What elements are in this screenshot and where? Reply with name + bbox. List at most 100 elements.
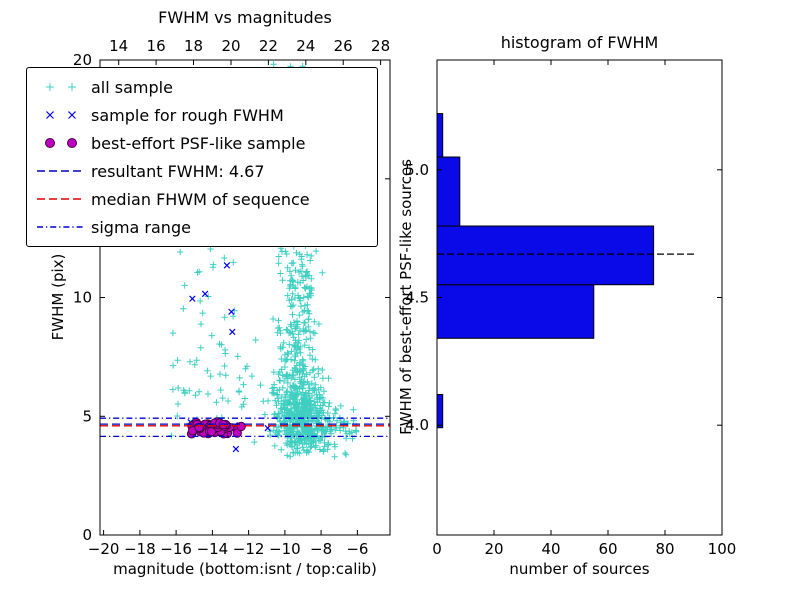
scatter-point-plus bbox=[320, 447, 327, 454]
scatter-point-plus bbox=[303, 283, 311, 290]
scatter-point-plus bbox=[293, 415, 301, 423]
scatter-point-plus bbox=[222, 372, 229, 379]
scatter-point-plus bbox=[307, 438, 314, 445]
scatter-point-plus bbox=[174, 357, 181, 364]
left-x-tick-label: −6 bbox=[346, 540, 368, 558]
scatter-point-plus bbox=[169, 386, 177, 393]
legend-marker-rough-fwhm bbox=[35, 105, 91, 125]
scatter-point-plus bbox=[315, 426, 323, 433]
scatter-point-plus bbox=[292, 384, 299, 391]
scatter-point-plus bbox=[180, 305, 187, 312]
scatter-point-x bbox=[228, 308, 235, 316]
right-chart-title: histogram of FWHM bbox=[500, 33, 659, 52]
scatter-point-plus bbox=[291, 385, 298, 392]
scatter-point-plus bbox=[288, 276, 296, 284]
scatter-point-plus bbox=[306, 352, 314, 359]
scatter-point-plus bbox=[199, 309, 206, 317]
legend-item-rough-fwhm: sample for rough FWHM bbox=[35, 101, 369, 129]
scatter-point-plus bbox=[191, 361, 198, 368]
scatter-point-plus bbox=[269, 315, 277, 323]
scatter-point-plus bbox=[284, 388, 291, 395]
legend-swatch bbox=[37, 170, 85, 172]
legend-label-all-sample: all sample bbox=[91, 77, 173, 97]
left-x-tick-label: −20 bbox=[88, 540, 120, 558]
scatter-point-plus bbox=[309, 346, 316, 353]
scatter-point-plus bbox=[216, 370, 224, 378]
scatter-point-plus bbox=[305, 307, 312, 315]
scatter-point-plus bbox=[305, 294, 312, 301]
scatter-point-plus bbox=[288, 260, 296, 267]
scatter-point-plus bbox=[301, 373, 308, 380]
scatter-point-plus bbox=[281, 363, 289, 371]
scatter-point-plus bbox=[194, 269, 201, 276]
scatter-point-plus bbox=[277, 417, 284, 425]
scatter-point-plus bbox=[324, 441, 332, 449]
scatter-point-plus bbox=[299, 384, 306, 392]
scatter-point-plus bbox=[275, 317, 282, 324]
scatter-point-plus bbox=[303, 402, 310, 409]
scatter-point-plus bbox=[68, 83, 76, 91]
scatter-point-plus bbox=[302, 269, 310, 276]
scatter-point-plus bbox=[282, 427, 290, 434]
scatter-point-plus bbox=[341, 449, 349, 457]
scatter-point-plus bbox=[290, 449, 297, 456]
scatter-point-plus bbox=[293, 323, 301, 330]
scatter-point-plus bbox=[317, 402, 324, 409]
scatter-point-plus bbox=[284, 441, 291, 449]
scatter-point-plus bbox=[279, 372, 286, 379]
scatter-point-plus bbox=[205, 293, 212, 300]
scatter-point-plus bbox=[240, 381, 247, 388]
scatter-point-plus bbox=[193, 357, 200, 364]
scatter-point-plus bbox=[286, 297, 293, 304]
scatter-point-plus bbox=[195, 388, 203, 395]
scatter-point-plus bbox=[286, 341, 293, 348]
scatter-point-plus bbox=[304, 447, 311, 455]
scatter-point-plus bbox=[296, 450, 303, 457]
left-y-tick-label: 10 bbox=[73, 289, 92, 307]
scatter-point-plus bbox=[197, 344, 204, 351]
scatter-point-plus bbox=[307, 257, 314, 264]
scatter-point-plus bbox=[287, 281, 294, 288]
scatter-point-plus bbox=[277, 270, 284, 277]
scatter-point-plus bbox=[270, 368, 277, 376]
scatter-point-plus bbox=[317, 394, 325, 401]
scatter-point-plus bbox=[280, 419, 288, 427]
scatter-point-plus bbox=[295, 331, 302, 338]
scatter-point-plus bbox=[326, 399, 333, 407]
scatter-point-plus bbox=[281, 413, 288, 420]
scatter-point-plus bbox=[298, 256, 305, 263]
scatter-point-plus bbox=[304, 407, 311, 414]
scatter-point-plus bbox=[287, 392, 294, 399]
scatter-point-plus bbox=[217, 386, 224, 394]
scatter-point-plus bbox=[290, 319, 298, 326]
legend-label-sigma-range: sigma range bbox=[91, 217, 191, 237]
scatter-point-plus bbox=[270, 390, 278, 397]
histogram-bar bbox=[436, 394, 444, 429]
scatter-point-plus bbox=[273, 391, 281, 398]
legend-label-rough-fwhm: sample for rough FWHM bbox=[91, 105, 284, 125]
scatter-point-plus bbox=[297, 267, 305, 275]
scatter-point-plus bbox=[292, 365, 299, 372]
right-x-tick-label: 100 bbox=[708, 540, 737, 558]
histogram-bar bbox=[436, 225, 655, 286]
legend-item-median-fwhm: median FHWM of sequence bbox=[35, 185, 369, 213]
left-top-tick-label: 24 bbox=[296, 37, 315, 55]
scatter-point-plus bbox=[224, 397, 232, 405]
scatter-point-plus bbox=[308, 252, 315, 260]
scatter-point-plus bbox=[319, 375, 327, 382]
left-xaxis-label: magnitude (bottom:isnt / top:calib) bbox=[113, 560, 377, 578]
scatter-point-circle bbox=[45, 138, 55, 148]
scatter-point-plus bbox=[240, 401, 247, 408]
scatter-point-plus bbox=[221, 254, 228, 262]
scatter-point-plus bbox=[287, 453, 294, 460]
scatter-point-plus bbox=[283, 356, 290, 364]
left-y-tick-label: 5 bbox=[82, 407, 92, 425]
scatter-point-plus bbox=[341, 418, 348, 425]
scatter-point-plus bbox=[296, 311, 303, 319]
left-x-tick-label: −8 bbox=[310, 540, 332, 558]
scatter-point-plus bbox=[286, 399, 293, 406]
scatter-point-plus bbox=[350, 406, 357, 413]
scatter-point-x bbox=[68, 111, 76, 119]
scatter-point-plus bbox=[276, 428, 283, 436]
